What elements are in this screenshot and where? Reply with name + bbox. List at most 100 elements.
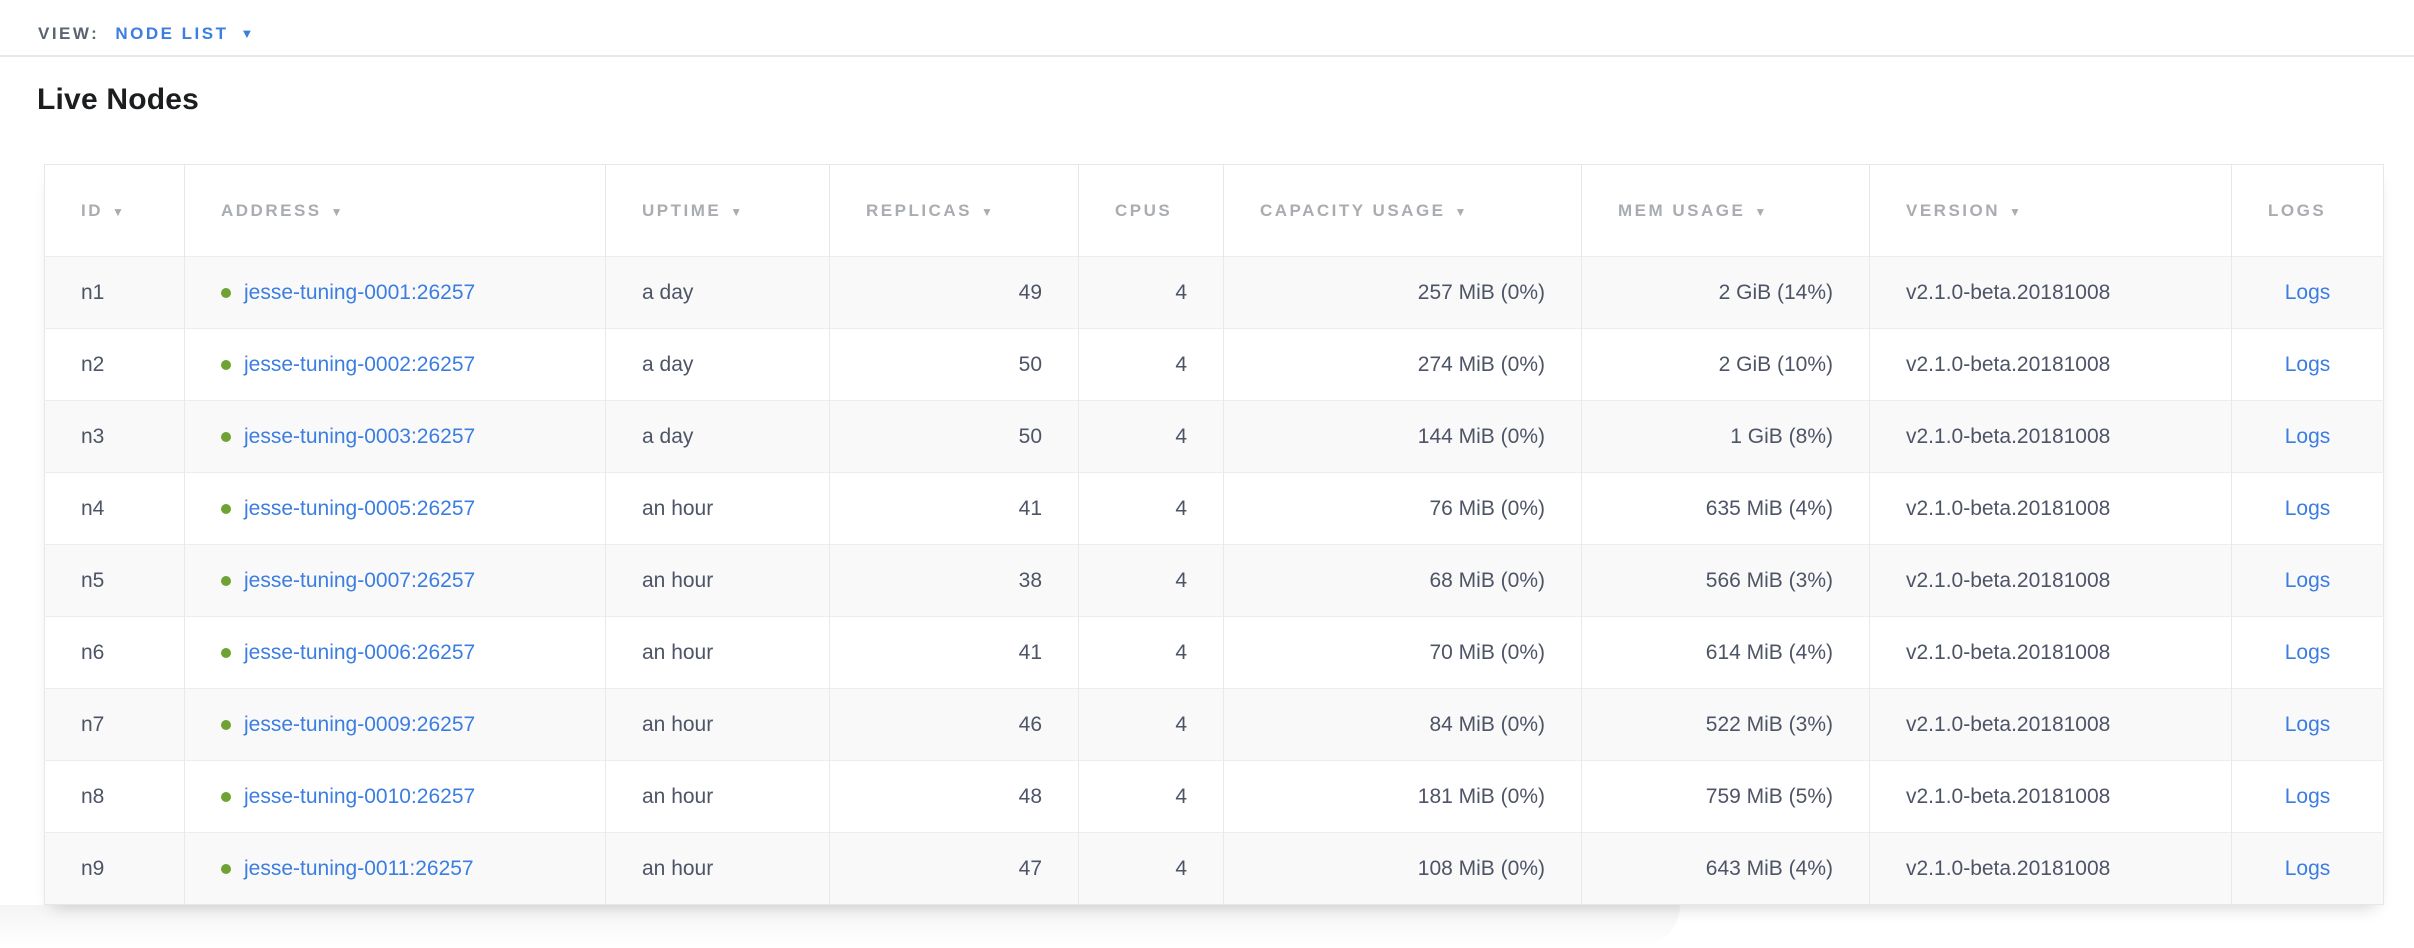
address-cell: jesse-tuning-0005:26257 bbox=[184, 472, 606, 545]
uptime-cell: an hour bbox=[605, 544, 830, 617]
node-logs-link[interactable]: Logs bbox=[2284, 352, 2331, 376]
replicas-column-header[interactable]: REPLICAS ▼ bbox=[829, 164, 1079, 257]
replicas-cell: 50 bbox=[829, 328, 1079, 401]
node-address-link[interactable]: jesse-tuning-0011:26257 bbox=[244, 857, 474, 880]
version-column-header[interactable]: VERSION ▼ bbox=[1869, 164, 2232, 257]
capacity_usage-column-header[interactable]: CAPACITY USAGE ▼ bbox=[1223, 164, 1582, 257]
capacity_usage-cell: 68 MiB (0%) bbox=[1223, 544, 1582, 617]
replicas-cell: 47 bbox=[829, 832, 1079, 905]
id-cell: n6 bbox=[44, 616, 185, 689]
node-live-status-dot-icon bbox=[221, 576, 231, 586]
node-live-status-dot-icon bbox=[221, 792, 231, 802]
node-row: n1 jesse-tuning-0001:26257 a day 49 4 257 MiB… bbox=[44, 256, 2384, 329]
view-dropdown[interactable]: NODE LIST ▼ bbox=[115, 24, 253, 44]
uptime-cell: an hour bbox=[605, 832, 830, 905]
mem_usage-cell: 2 GiB (14%) bbox=[1581, 256, 1870, 329]
node-logs-link[interactable]: Logs bbox=[2284, 784, 2331, 808]
address-cell: jesse-tuning-0006:26257 bbox=[184, 616, 606, 689]
version-cell: v2.1.0-beta.20181008 bbox=[1869, 400, 2232, 473]
node-logs-link[interactable]: Logs bbox=[2284, 712, 2331, 736]
address-cell-content: jesse-tuning-0011:26257 bbox=[221, 857, 474, 881]
node-logs-link[interactable]: Logs bbox=[2284, 280, 2331, 304]
node-row: n9 jesse-tuning-0011:26257 an hour 47 4 108 M… bbox=[44, 832, 2384, 905]
replicas-cell: 49 bbox=[829, 256, 1079, 329]
node-logs-link[interactable]: Logs bbox=[2284, 640, 2331, 664]
uptime-cell: an hour bbox=[605, 472, 830, 545]
version-cell: v2.1.0-beta.20181008 bbox=[1869, 760, 2232, 833]
live-nodes-table: ID ▼ ADDRESS ▼ UPTIME ▼ REPLICAS ▼ CPUS CAPACITY … bbox=[44, 164, 2384, 905]
logs-cell: Logs bbox=[2232, 545, 2384, 617]
node-address-link[interactable]: jesse-tuning-0007:26257 bbox=[244, 569, 476, 592]
address-cell-content: jesse-tuning-0010:26257 bbox=[221, 785, 475, 809]
address-cell: jesse-tuning-0009:26257 bbox=[184, 688, 606, 761]
replicas-cell: 41 bbox=[829, 616, 1079, 689]
id-column-header[interactable]: ID ▼ bbox=[44, 164, 185, 257]
bottom-shadow-decoration bbox=[0, 905, 1680, 947]
version-cell: v2.1.0-beta.20181008 bbox=[1869, 616, 2232, 689]
column-header-label: CAPACITY USAGE bbox=[1260, 200, 1446, 220]
logs-cell: Logs bbox=[2232, 617, 2384, 689]
column-header-label: ID bbox=[81, 200, 103, 220]
node-logs-link[interactable]: Logs bbox=[2284, 424, 2331, 448]
logs-cell: Logs bbox=[2232, 257, 2384, 329]
uptime-cell: an hour bbox=[605, 616, 830, 689]
version-cell: v2.1.0-beta.20181008 bbox=[1869, 832, 2232, 905]
column-header-label: MEM USAGE bbox=[1618, 200, 1746, 220]
address-cell-content: jesse-tuning-0009:26257 bbox=[221, 713, 475, 737]
address-cell: jesse-tuning-0007:26257 bbox=[184, 544, 606, 617]
address-cell: jesse-tuning-0011:26257 bbox=[184, 832, 606, 905]
sort-descending-icon: ▼ bbox=[980, 204, 996, 219]
node-address-link[interactable]: jesse-tuning-0010:26257 bbox=[244, 785, 476, 808]
uptime-column-header[interactable]: UPTIME ▼ bbox=[605, 164, 830, 257]
node-live-status-dot-icon bbox=[221, 864, 231, 874]
mem_usage-cell: 635 MiB (4%) bbox=[1581, 472, 1870, 545]
sort-descending-icon: ▼ bbox=[1454, 204, 1469, 219]
mem_usage-cell: 566 MiB (3%) bbox=[1581, 544, 1870, 617]
sort-descending-icon: ▼ bbox=[1754, 204, 1769, 219]
replicas-cell: 50 bbox=[829, 400, 1079, 473]
mem_usage-column-header[interactable]: MEM USAGE ▼ bbox=[1581, 164, 1870, 257]
node-row: n7 jesse-tuning-0009:26257 an hour 46 4 84 Mi… bbox=[44, 688, 2384, 761]
node-live-status-dot-icon bbox=[221, 648, 231, 658]
node-address-link[interactable]: jesse-tuning-0006:26257 bbox=[244, 641, 476, 664]
node-live-status-dot-icon bbox=[221, 360, 231, 370]
column-header-label: UPTIME bbox=[642, 200, 722, 220]
logs-cell: Logs bbox=[2232, 473, 2384, 545]
address-column-header[interactable]: ADDRESS ▼ bbox=[184, 164, 606, 257]
logs-cell: Logs bbox=[2232, 401, 2384, 473]
column-header-label: REPLICAS bbox=[866, 200, 972, 220]
cpus-cell: 4 bbox=[1078, 256, 1224, 329]
cpus-cell: 4 bbox=[1078, 832, 1224, 905]
id-cell: n8 bbox=[44, 760, 185, 833]
id-cell: n3 bbox=[44, 400, 185, 473]
replicas-cell: 48 bbox=[829, 760, 1079, 833]
logs-cell: Logs bbox=[2232, 833, 2384, 905]
mem_usage-cell: 2 GiB (10%) bbox=[1581, 328, 1870, 401]
page-title: Live Nodes bbox=[37, 83, 200, 116]
node-address-link[interactable]: jesse-tuning-0003:26257 bbox=[244, 425, 476, 448]
node-live-status-dot-icon bbox=[221, 432, 231, 442]
node-logs-link[interactable]: Logs bbox=[2284, 568, 2331, 592]
replicas-cell: 41 bbox=[829, 472, 1079, 545]
node-logs-link[interactable]: Logs bbox=[2284, 496, 2331, 520]
address-cell-content: jesse-tuning-0003:26257 bbox=[221, 425, 475, 449]
id-cell: n4 bbox=[44, 472, 185, 545]
address-cell-content: jesse-tuning-0005:26257 bbox=[221, 497, 475, 521]
node-address-link[interactable]: jesse-tuning-0005:26257 bbox=[244, 497, 476, 520]
mem_usage-cell: 643 MiB (4%) bbox=[1581, 832, 1870, 905]
mem_usage-cell: 1 GiB (8%) bbox=[1581, 400, 1870, 473]
version-cell: v2.1.0-beta.20181008 bbox=[1869, 328, 2232, 401]
logs-cell: Logs bbox=[2232, 329, 2384, 401]
cpus-cell: 4 bbox=[1078, 760, 1224, 833]
node-logs-link[interactable]: Logs bbox=[2284, 856, 2331, 880]
version-cell: v2.1.0-beta.20181008 bbox=[1869, 256, 2232, 329]
replicas-cell: 46 bbox=[829, 688, 1079, 761]
capacity_usage-cell: 84 MiB (0%) bbox=[1223, 688, 1582, 761]
cpus-cell: 4 bbox=[1078, 400, 1224, 473]
node-address-link[interactable]: jesse-tuning-0001:26257 bbox=[244, 281, 476, 304]
node-address-link[interactable]: jesse-tuning-0002:26257 bbox=[244, 353, 476, 376]
node-address-link[interactable]: jesse-tuning-0009:26257 bbox=[244, 713, 476, 736]
address-cell-content: jesse-tuning-0002:26257 bbox=[221, 353, 475, 377]
node-live-status-dot-icon bbox=[221, 720, 231, 730]
address-cell: jesse-tuning-0003:26257 bbox=[184, 400, 606, 473]
